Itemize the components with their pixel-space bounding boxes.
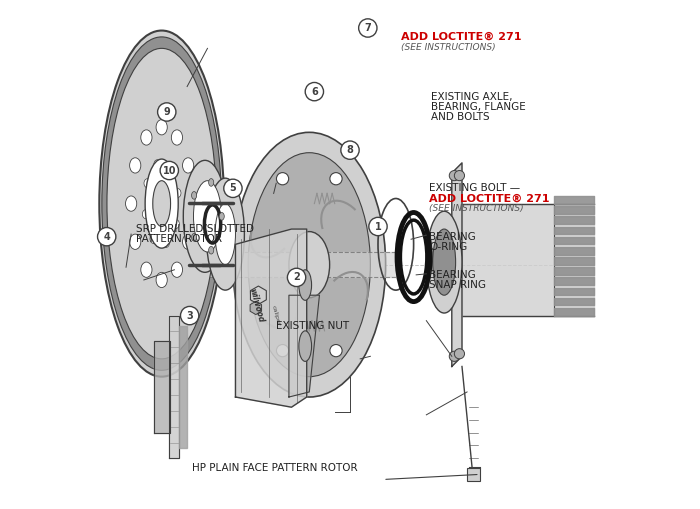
Text: ADD LOCTITE® 271: ADD LOCTITE® 271 — [429, 193, 550, 204]
Text: 7: 7 — [365, 23, 371, 33]
Circle shape — [341, 141, 359, 159]
Polygon shape — [179, 326, 187, 448]
Ellipse shape — [174, 188, 181, 197]
Ellipse shape — [130, 234, 141, 249]
Circle shape — [305, 82, 323, 101]
Text: 9: 9 — [163, 107, 170, 117]
Ellipse shape — [153, 181, 171, 227]
Text: 4: 4 — [104, 232, 110, 242]
Ellipse shape — [183, 234, 194, 249]
Text: (SEE INSTRUCTIONS): (SEE INSTRUCTIONS) — [429, 204, 524, 213]
Ellipse shape — [162, 238, 169, 247]
Circle shape — [449, 171, 459, 181]
Ellipse shape — [433, 229, 456, 295]
Ellipse shape — [219, 213, 224, 220]
Ellipse shape — [209, 246, 214, 254]
Circle shape — [330, 173, 342, 185]
Ellipse shape — [107, 48, 216, 359]
Circle shape — [330, 345, 342, 357]
Ellipse shape — [206, 178, 244, 290]
Polygon shape — [154, 341, 170, 433]
Text: caliper: caliper — [271, 304, 281, 327]
Ellipse shape — [248, 153, 370, 377]
Ellipse shape — [233, 132, 386, 397]
Circle shape — [369, 217, 387, 236]
Ellipse shape — [150, 234, 157, 243]
Circle shape — [454, 349, 465, 359]
Ellipse shape — [183, 158, 194, 173]
Ellipse shape — [144, 179, 151, 188]
Ellipse shape — [141, 130, 152, 145]
Text: O-RING: O-RING — [429, 242, 467, 252]
Polygon shape — [169, 316, 179, 458]
Text: HP PLAIN FACE PATTERN ROTOR: HP PLAIN FACE PATTERN ROTOR — [193, 463, 358, 473]
Circle shape — [276, 345, 288, 357]
Text: SRP DRILLED/SLOTTED: SRP DRILLED/SLOTTED — [136, 224, 254, 234]
Text: EXISTING AXLE,: EXISTING AXLE, — [431, 92, 513, 102]
Text: AND BOLTS: AND BOLTS — [431, 112, 490, 122]
Text: SNAP RING: SNAP RING — [429, 280, 486, 290]
Text: EXISTING NUT: EXISTING NUT — [276, 321, 349, 331]
Text: 3: 3 — [186, 310, 193, 321]
Text: 10: 10 — [162, 165, 176, 176]
Circle shape — [288, 268, 306, 287]
Polygon shape — [235, 229, 307, 407]
Ellipse shape — [156, 120, 167, 135]
Ellipse shape — [192, 234, 197, 241]
Ellipse shape — [299, 270, 312, 300]
Text: BEARING: BEARING — [429, 270, 475, 280]
Text: BEARING, FLANGE: BEARING, FLANGE — [431, 102, 526, 112]
Bar — [467, 468, 480, 481]
Text: 8: 8 — [346, 145, 354, 155]
Circle shape — [454, 171, 465, 181]
Ellipse shape — [172, 130, 183, 145]
Ellipse shape — [167, 164, 174, 173]
Circle shape — [276, 173, 288, 185]
Text: EXISTING BOLT —: EXISTING BOLT — — [429, 183, 520, 193]
Text: 1: 1 — [374, 221, 382, 232]
Circle shape — [158, 103, 176, 121]
Ellipse shape — [426, 211, 462, 313]
Ellipse shape — [154, 160, 161, 169]
Ellipse shape — [102, 37, 221, 371]
Ellipse shape — [299, 331, 312, 361]
Ellipse shape — [125, 196, 136, 211]
Text: BEARING: BEARING — [429, 232, 475, 242]
Circle shape — [97, 228, 116, 246]
Ellipse shape — [142, 210, 150, 219]
Ellipse shape — [193, 181, 221, 252]
Ellipse shape — [183, 160, 227, 272]
Text: PATTERN ROTOR: PATTERN ROTOR — [136, 234, 222, 244]
Ellipse shape — [289, 232, 330, 298]
Ellipse shape — [192, 191, 197, 199]
Text: ADD LOCTITE® 271: ADD LOCTITE® 271 — [401, 32, 522, 42]
Ellipse shape — [172, 219, 179, 229]
Text: 5: 5 — [230, 183, 237, 193]
Ellipse shape — [187, 196, 198, 211]
Circle shape — [449, 351, 459, 361]
Text: 2: 2 — [293, 272, 300, 282]
Text: wilwood: wilwood — [247, 287, 265, 324]
Circle shape — [224, 179, 242, 197]
Text: 6: 6 — [311, 87, 318, 97]
Circle shape — [358, 19, 377, 37]
Ellipse shape — [209, 179, 214, 186]
Ellipse shape — [99, 31, 224, 377]
Ellipse shape — [130, 158, 141, 173]
Circle shape — [160, 161, 178, 180]
Polygon shape — [452, 163, 462, 366]
Ellipse shape — [156, 272, 167, 288]
Ellipse shape — [172, 262, 183, 277]
Circle shape — [181, 306, 199, 325]
Ellipse shape — [141, 262, 152, 277]
Ellipse shape — [215, 204, 235, 265]
Text: (SEE INSTRUCTIONS): (SEE INSTRUCTIONS) — [401, 43, 496, 52]
Polygon shape — [289, 295, 319, 397]
Ellipse shape — [145, 159, 178, 248]
